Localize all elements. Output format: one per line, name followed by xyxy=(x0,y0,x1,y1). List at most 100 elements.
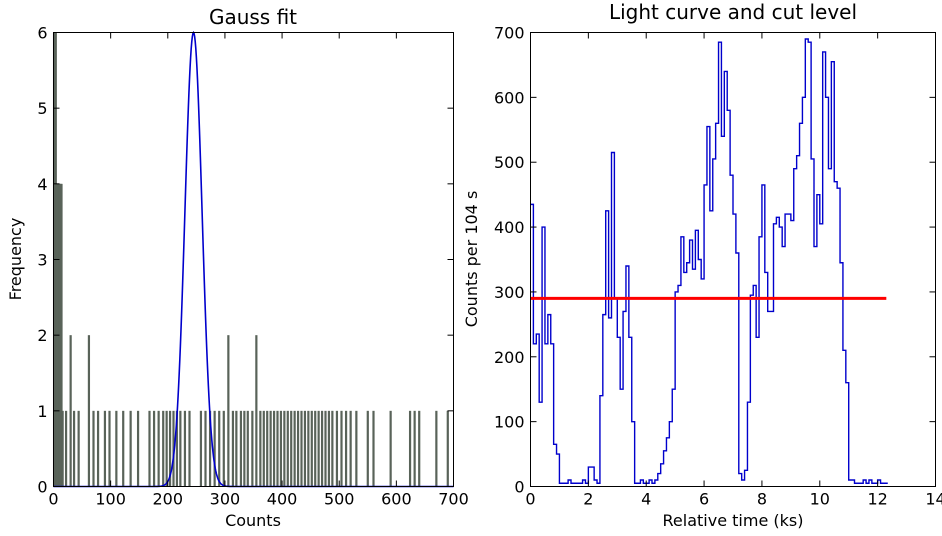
y-tick-label: 100 xyxy=(494,413,525,432)
histogram-bar xyxy=(279,410,283,487)
x-tick-label: 100 xyxy=(95,490,126,509)
histogram-bar xyxy=(148,410,151,487)
y-tick-label: 200 xyxy=(494,348,525,367)
histogram-bar xyxy=(331,410,334,487)
lightcurve-ylabel: Counts per 104 s xyxy=(462,191,481,328)
histogram-bar xyxy=(60,183,63,487)
x-tick-label: 2 xyxy=(583,490,593,509)
histogram-bar xyxy=(255,335,258,487)
x-tick-label: 10 xyxy=(810,490,830,509)
histogram-bar xyxy=(208,410,212,487)
histogram-frame xyxy=(53,32,454,487)
histogram-bar xyxy=(259,410,262,487)
histogram-bar xyxy=(389,410,392,487)
histogram-bar xyxy=(340,410,343,487)
histogram-bar xyxy=(69,335,72,487)
y-tick-label: 2 xyxy=(37,326,47,345)
lightcurve-xlabel: Relative time (ks) xyxy=(663,511,804,530)
histogram-bar xyxy=(108,410,111,487)
histogram-bar xyxy=(157,410,160,487)
x-tick-label: 0 xyxy=(525,490,535,509)
x-tick-label: 8 xyxy=(757,490,767,509)
histogram-bar xyxy=(129,410,132,487)
histogram-bar xyxy=(290,410,293,487)
y-tick-label: 4 xyxy=(37,175,47,194)
histogram-bar xyxy=(366,410,369,487)
lightcurve-frame xyxy=(530,32,936,487)
histogram-ylabel: Frequency xyxy=(6,218,25,301)
y-tick-label: 400 xyxy=(494,218,525,237)
histogram-bar xyxy=(307,410,310,487)
histogram-bar xyxy=(61,410,64,487)
y-tick-label: 0 xyxy=(514,478,524,497)
histogram-bar xyxy=(327,410,331,487)
histogram-bar xyxy=(115,410,118,487)
histogram-bar xyxy=(324,410,327,487)
histogram-bar xyxy=(204,410,207,487)
histogram-bar xyxy=(72,410,76,487)
histogram-ticks: 0 100 200 300 400 500 600 700 0 1 2 3 4 5 6 xyxy=(37,24,468,509)
histogram-bar xyxy=(179,410,182,487)
light-curve-line xyxy=(530,38,888,484)
histogram-bar xyxy=(344,410,348,487)
y-tick-label: 500 xyxy=(494,153,525,172)
x-tick-label: 12 xyxy=(867,490,887,509)
y-tick-label: 1 xyxy=(37,402,47,421)
histogram-bar xyxy=(162,410,165,487)
x-tick-label: 200 xyxy=(153,490,184,509)
histogram-bar xyxy=(349,410,352,487)
histogram-bar xyxy=(266,410,269,487)
histogram-xlabel: Counts xyxy=(225,511,281,530)
histogram-bar xyxy=(246,410,249,487)
histogram-bars xyxy=(52,32,449,487)
y-tick-label: 300 xyxy=(494,283,525,302)
histogram-bar xyxy=(408,410,412,487)
histogram-bar xyxy=(269,410,272,487)
y-tick-label: 0 xyxy=(37,478,47,497)
histogram-bar xyxy=(435,410,438,487)
y-tick-label: 700 xyxy=(494,24,525,43)
x-tick-label: 400 xyxy=(267,490,298,509)
histogram-bar xyxy=(300,410,303,487)
histogram-bar xyxy=(64,410,68,487)
histogram-bar xyxy=(418,410,421,487)
histogram-bar xyxy=(87,335,91,487)
x-tick-label: 300 xyxy=(210,490,241,509)
y-tick-label: 6 xyxy=(37,24,47,43)
histogram-bar xyxy=(136,410,140,487)
histogram-bar xyxy=(446,410,449,487)
histogram-bar xyxy=(77,410,80,487)
histogram-bar xyxy=(372,410,375,487)
histogram-bar xyxy=(175,410,179,487)
histogram-title: Gauss fit xyxy=(209,5,297,29)
histogram-bar xyxy=(320,410,324,487)
histogram-bar xyxy=(293,410,296,487)
x-tick-label: 500 xyxy=(324,490,355,509)
histogram-bar xyxy=(335,410,339,487)
histogram-bar xyxy=(413,410,416,487)
histogram-bar xyxy=(188,410,191,487)
x-tick-label: 700 xyxy=(438,490,469,509)
y-tick-label: 3 xyxy=(37,251,47,270)
histogram-bar xyxy=(262,410,265,487)
histogram-bar xyxy=(231,410,235,487)
histogram-bar xyxy=(92,410,95,487)
histogram-bar xyxy=(172,410,175,487)
histogram-bar xyxy=(152,410,156,487)
x-tick-label: 4 xyxy=(641,490,651,509)
histogram-bar xyxy=(96,410,100,487)
histogram-panel: Gauss fit 0 100 200 300 400 500 600 7000123456 … xyxy=(6,5,469,530)
y-tick-label: 600 xyxy=(494,88,525,107)
histogram-bar xyxy=(317,410,320,487)
histogram-bar xyxy=(283,410,286,487)
histogram-bar xyxy=(218,410,221,487)
y-tick-label: 5 xyxy=(37,99,47,118)
histogram-bar xyxy=(310,410,313,487)
histogram-bar xyxy=(276,410,279,487)
histogram-bar xyxy=(251,410,254,487)
histogram-bar xyxy=(227,335,230,487)
histogram-bar xyxy=(303,410,307,487)
lightcurve-ticks: 0 2 4 6 8 10 12 14 0 100 200 300 400 500 600 700 xyxy=(494,24,942,509)
histogram-bar xyxy=(355,410,358,487)
histogram-bar xyxy=(243,410,246,487)
